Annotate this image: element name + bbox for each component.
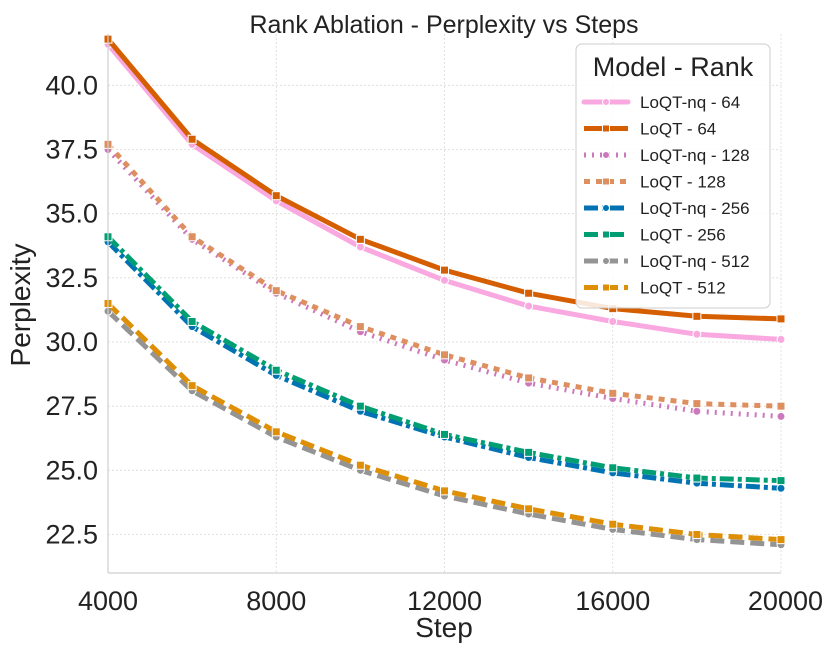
data-point <box>355 242 365 252</box>
series-line <box>106 147 782 419</box>
data-point <box>776 411 786 421</box>
data-point <box>524 504 534 514</box>
data-point <box>271 427 281 437</box>
data-point <box>271 286 281 296</box>
legend-items: LoQT-nq - 64 LoQT - 64 LoQT-nq - 128 LoQT -… <box>581 93 750 298</box>
series-group <box>103 299 786 545</box>
legend-label: LoQT - 256 <box>640 226 726 245</box>
y-tick-label: 40.0 <box>45 70 98 100</box>
data-point <box>776 314 786 324</box>
legend-label: LoQT - 512 <box>640 279 726 298</box>
data-point <box>355 460 365 470</box>
y-tick-label: 27.5 <box>45 391 98 421</box>
data-point <box>776 535 786 545</box>
data-point <box>608 388 618 398</box>
data-point <box>355 322 365 332</box>
y-axis-label: Perplexity <box>5 244 36 367</box>
data-point <box>524 373 534 383</box>
data-point <box>776 483 786 493</box>
legend-marker <box>602 204 610 212</box>
data-point <box>524 301 534 311</box>
x-tick-label: 8000 <box>246 586 306 616</box>
data-point <box>271 365 281 375</box>
data-point <box>187 232 197 242</box>
legend-label: LoQT-nq - 256 <box>640 199 750 218</box>
data-point <box>355 401 365 411</box>
data-point <box>608 519 618 529</box>
data-point <box>440 350 449 360</box>
y-tick-label: 37.5 <box>45 135 98 165</box>
data-point <box>524 288 534 298</box>
legend-label: LoQT-nq - 64 <box>640 93 740 112</box>
legend-marker <box>602 230 610 239</box>
data-point <box>440 429 449 439</box>
tick-labels: 4000 8000 12000 16000 20000 22.5 25.0 27.5 30.0 3… <box>45 70 823 616</box>
data-point <box>692 406 702 416</box>
x-tick-label: 20000 <box>748 586 823 616</box>
legend-label: LoQT - 64 <box>640 120 716 139</box>
data-point <box>524 447 534 457</box>
legend-label: LoQT - 128 <box>640 173 726 192</box>
data-point <box>692 311 702 321</box>
legend-marker <box>602 98 610 106</box>
legend-label: LoQT-nq - 128 <box>640 146 750 165</box>
data-point <box>187 316 197 326</box>
series-layer <box>103 34 786 550</box>
series-line <box>106 142 782 409</box>
data-point <box>271 191 281 201</box>
y-tick-label: 22.5 <box>45 520 98 550</box>
y-tick-label: 30.0 <box>45 327 98 357</box>
legend-marker <box>602 257 610 265</box>
y-tick-label: 32.5 <box>45 263 98 293</box>
data-point <box>608 463 618 473</box>
data-point <box>692 530 702 539</box>
data-point <box>187 134 197 144</box>
legend-box <box>575 43 771 309</box>
axes <box>107 34 781 574</box>
y-tick-label: 25.0 <box>45 455 98 485</box>
legend-marker <box>602 124 610 133</box>
data-point <box>776 476 786 486</box>
data-point <box>608 316 618 326</box>
y-tick-label: 35.0 <box>45 199 98 229</box>
legend-marker <box>602 177 610 186</box>
data-point <box>692 473 702 483</box>
legend-title: Model - Rank <box>593 52 754 82</box>
legend-marker <box>602 151 610 159</box>
data-point <box>692 399 702 409</box>
x-axis-label: Step <box>415 612 473 643</box>
data-point <box>776 401 786 411</box>
data-point <box>440 265 449 275</box>
x-tick-label: 16000 <box>575 586 650 616</box>
data-point <box>187 381 197 391</box>
chart-title: Rank Ablation - Perplexity vs Steps <box>249 11 638 39</box>
data-point <box>355 234 365 244</box>
x-tick-label: 12000 <box>407 586 482 616</box>
data-point <box>440 275 449 285</box>
data-point <box>776 334 786 344</box>
x-tick-label: 4000 <box>78 586 138 616</box>
data-point <box>440 486 449 496</box>
data-point <box>692 329 702 339</box>
series-group <box>103 232 786 486</box>
legend-label: LoQT-nq - 512 <box>640 252 750 271</box>
legend-marker <box>602 283 610 292</box>
